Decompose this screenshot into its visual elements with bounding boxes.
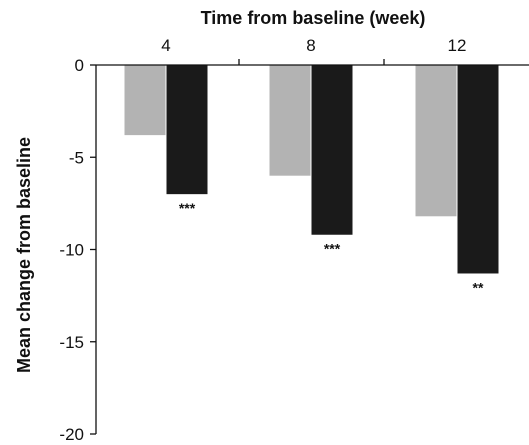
bar-series2-cat-12	[457, 65, 499, 274]
plot-area: ********0-5-10-15-204 8 12	[59, 36, 529, 444]
y-tick-label: -5	[69, 148, 84, 167]
bar-series1-cat-4	[124, 65, 166, 136]
y-tick-label: -10	[59, 241, 84, 260]
y-tick-label: -20	[59, 425, 84, 444]
y-tick-label: -15	[59, 333, 84, 352]
y-axis-title: Mean change from baseline	[14, 137, 34, 373]
significance-label-8: ***	[324, 241, 341, 257]
bar-series1-cat-8	[269, 65, 311, 176]
y-tick-label: 0	[75, 56, 84, 75]
significance-label-12: **	[473, 279, 484, 295]
bar-series2-cat-8	[311, 65, 353, 235]
significance-label-4: ***	[179, 200, 196, 216]
x-tick-label-12: 12	[448, 36, 467, 55]
x-tick-label-4: 4	[161, 36, 170, 55]
x-tick-label-8: 8	[306, 36, 315, 55]
bar-series1-cat-12	[415, 65, 457, 217]
bar-series2-cat-4	[166, 65, 208, 195]
x-axis-title: Time from baseline (week)	[201, 8, 426, 28]
